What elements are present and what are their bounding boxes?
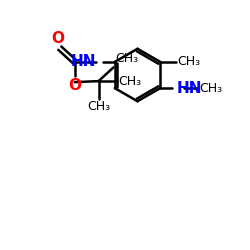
Text: O: O	[51, 31, 64, 46]
Text: CH₃: CH₃	[87, 100, 110, 113]
Text: HN: HN	[176, 80, 202, 96]
Text: CH₃: CH₃	[199, 82, 222, 94]
Text: CH₃: CH₃	[118, 74, 142, 88]
Text: O: O	[68, 78, 81, 93]
Text: CH₃: CH₃	[115, 52, 138, 65]
Text: CH₃: CH₃	[178, 56, 201, 68]
Text: HN: HN	[70, 54, 96, 69]
